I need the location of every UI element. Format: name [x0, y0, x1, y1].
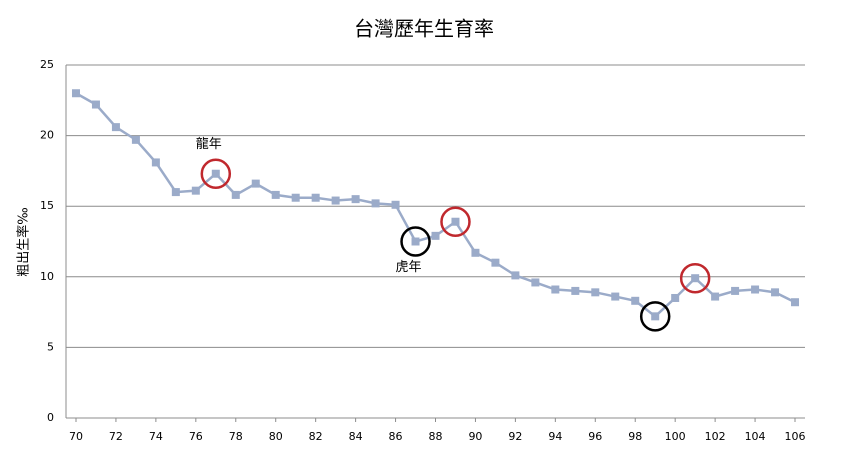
x-tick-label: 72	[109, 430, 123, 443]
highlight-circle	[440, 206, 471, 237]
point	[231, 190, 240, 199]
y-tick-label: 5	[47, 340, 54, 353]
point	[411, 237, 420, 246]
point	[71, 89, 80, 98]
point	[751, 285, 760, 294]
highlight-circle	[400, 226, 431, 257]
point	[571, 286, 580, 295]
x-tick-label: 96	[588, 430, 602, 443]
x-tick-label: 78	[229, 430, 243, 443]
point	[771, 288, 780, 297]
x-tick-label: 86	[389, 430, 403, 443]
point	[151, 158, 160, 167]
point	[691, 274, 700, 283]
x-tick-label: 74	[149, 430, 163, 443]
x-tick-label: 82	[309, 430, 323, 443]
y-tick-label: 25	[40, 58, 54, 71]
point	[711, 292, 720, 301]
series-line	[75, 92, 796, 318]
x-tick-label: 102	[705, 430, 726, 443]
point	[631, 296, 640, 305]
point	[251, 179, 260, 188]
x-tick-label: 76	[189, 430, 203, 443]
point	[471, 248, 480, 257]
x-tick-label: 88	[429, 430, 443, 443]
highlight-circle	[679, 262, 711, 294]
x-tick-label: 98	[628, 430, 642, 443]
point	[731, 286, 740, 295]
point	[531, 278, 540, 287]
annotation: 虎年	[396, 260, 422, 275]
point	[791, 298, 800, 307]
point	[131, 135, 140, 144]
highlight-circle	[639, 301, 671, 332]
y-tick-label: 0	[47, 411, 54, 424]
point	[271, 190, 280, 199]
point	[651, 312, 660, 321]
point	[611, 292, 620, 301]
point	[331, 196, 340, 205]
point	[451, 217, 460, 226]
point	[91, 100, 100, 109]
point	[371, 199, 380, 208]
point	[111, 123, 120, 132]
point	[291, 193, 300, 202]
point	[191, 186, 200, 195]
x-tick-label: 104	[745, 430, 766, 443]
point	[211, 169, 220, 178]
x-tick-label: 92	[508, 430, 522, 443]
point	[311, 193, 320, 202]
point	[431, 231, 440, 240]
x-tick-label: 84	[349, 430, 363, 443]
y-tick-label: 10	[40, 270, 54, 283]
point	[491, 258, 500, 267]
x-tick-label: 70	[69, 430, 83, 443]
point	[551, 285, 560, 294]
y-tick-label: 15	[40, 199, 54, 212]
point	[591, 288, 600, 297]
chart-title: 台灣歷年生育率	[354, 17, 494, 41]
x-tick-label: 100	[665, 430, 686, 443]
annotation: 龍年	[196, 136, 222, 152]
x-tick-label: 90	[468, 430, 482, 443]
y-axis-label: 粗出生率‰	[16, 207, 32, 276]
x-tick-label: 94	[548, 430, 562, 443]
x-tick-label: 106	[785, 430, 806, 443]
point	[351, 195, 360, 204]
highlight-circle	[200, 158, 232, 189]
y-tick-label: 20	[40, 129, 54, 142]
point	[671, 293, 680, 302]
point	[391, 200, 400, 209]
x-tick-label: 80	[269, 430, 283, 443]
point	[171, 188, 180, 197]
point	[511, 271, 520, 280]
